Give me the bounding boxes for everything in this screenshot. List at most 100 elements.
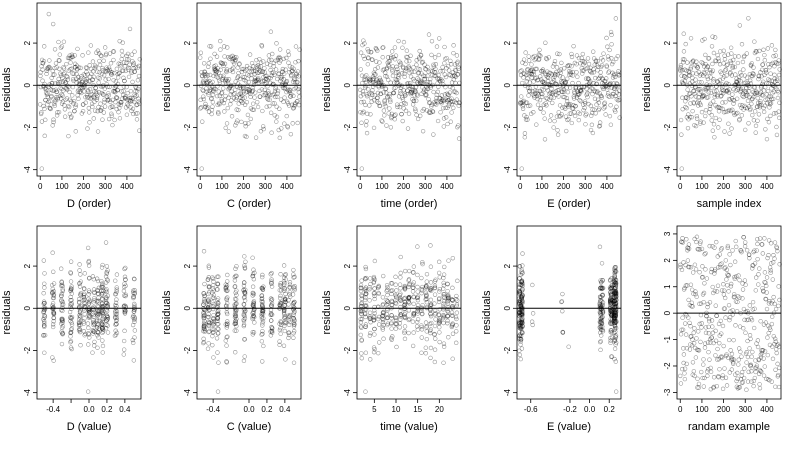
data-point (519, 312, 524, 318)
data-point (424, 283, 429, 288)
data-point (699, 60, 704, 65)
data-point (234, 95, 240, 100)
data-point (123, 96, 128, 101)
data-point (769, 43, 775, 48)
data-point (386, 111, 391, 116)
data-point (520, 286, 525, 292)
data-point (389, 115, 394, 121)
data-point (224, 335, 229, 340)
data-point (415, 284, 420, 290)
x-tick-label: 300 (739, 182, 753, 191)
data-point (367, 316, 372, 321)
data-point (775, 248, 780, 254)
data-point (707, 357, 712, 362)
data-point (402, 312, 408, 317)
data-point (292, 329, 297, 334)
data-point (680, 327, 686, 332)
data-point (599, 302, 605, 308)
data-point (103, 52, 109, 58)
data-point (741, 306, 747, 312)
data-point (455, 72, 460, 77)
data-point (554, 82, 559, 87)
data-point (576, 117, 581, 123)
data-point (131, 309, 137, 314)
data-point (754, 104, 760, 109)
data-point (566, 69, 572, 74)
data-point (424, 324, 430, 329)
data-point (612, 295, 617, 301)
data-point (616, 72, 622, 78)
data-point (419, 71, 424, 76)
data-point (54, 95, 59, 100)
data-point (520, 60, 525, 65)
data-point (451, 77, 456, 82)
data-point (371, 280, 376, 285)
data-point (287, 90, 292, 95)
data-point (769, 321, 775, 327)
data-point (224, 76, 229, 82)
data-point (232, 321, 237, 326)
data-point (425, 79, 431, 85)
data-point (261, 308, 266, 313)
data-point (94, 91, 99, 96)
data-point (297, 47, 302, 52)
data-point (611, 81, 616, 86)
data-point (359, 73, 365, 78)
data-point (69, 297, 74, 303)
data-point (607, 278, 613, 283)
data-point (428, 302, 434, 307)
data-point (401, 88, 406, 93)
data-point (453, 314, 459, 320)
data-point (70, 84, 76, 90)
data-point (612, 279, 617, 284)
data-point (725, 87, 730, 93)
data-point (420, 303, 425, 308)
data-point (40, 78, 45, 83)
data-point (361, 99, 367, 105)
data-point (694, 59, 699, 64)
data-point (409, 87, 415, 92)
data-point (598, 70, 603, 75)
x-tick-label: 400 (760, 182, 774, 191)
data-point (597, 310, 603, 315)
data-point (428, 303, 433, 309)
data-point (267, 92, 272, 98)
data-point (611, 86, 617, 91)
data-point (380, 319, 386, 325)
data-point (214, 287, 220, 292)
data-point (121, 75, 126, 81)
data-point (292, 284, 297, 289)
data-point (536, 57, 541, 62)
x-tick-label: 0 (358, 182, 363, 191)
data-point (442, 295, 447, 300)
data-point (259, 293, 264, 299)
data-point (256, 70, 262, 75)
data-point (706, 56, 712, 61)
data-point (609, 310, 615, 315)
data-point (756, 76, 761, 82)
data-point (446, 298, 451, 303)
data-point (282, 82, 288, 88)
data-point (423, 320, 429, 325)
data-point (50, 286, 55, 292)
data-point (81, 84, 86, 90)
data-point (42, 320, 47, 326)
data-point (761, 289, 766, 294)
data-point (211, 329, 216, 335)
data-point (701, 120, 706, 125)
data-point (114, 289, 119, 294)
data-point (275, 88, 281, 94)
data-point (398, 308, 403, 314)
data-point (367, 285, 372, 290)
data-point (114, 309, 120, 314)
data-point (698, 87, 703, 92)
data-point (755, 257, 760, 262)
data-point (712, 35, 718, 40)
data-point (685, 245, 690, 250)
data-point (204, 106, 210, 111)
data-point (704, 74, 710, 79)
data-point (278, 319, 283, 324)
data-point (711, 77, 716, 82)
data-point (381, 273, 386, 279)
data-point (263, 76, 269, 81)
